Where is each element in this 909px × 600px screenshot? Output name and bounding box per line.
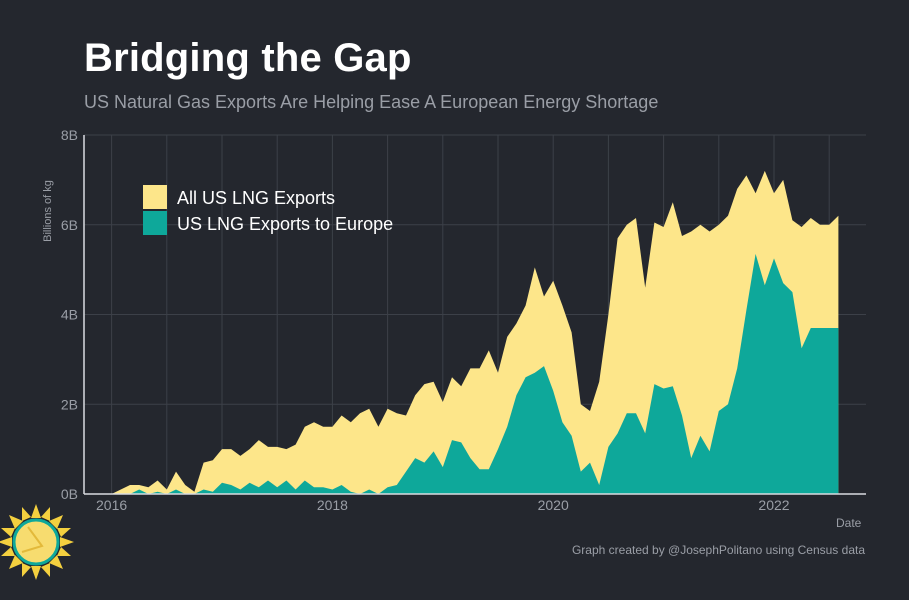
source-caption: Graph created by @JosephPolitano using C… [571, 543, 865, 557]
x-tick-label: 2018 [317, 497, 348, 513]
x-tick-label: 2022 [758, 497, 789, 513]
y-tick-label: 0B [61, 486, 78, 502]
legend-label: US LNG Exports to Europe [177, 214, 393, 234]
x-tick-label: 2020 [538, 497, 569, 513]
y-tick-label: 4B [61, 307, 78, 323]
area-us-lng-exports-to-europe [111, 253, 839, 494]
y-tick-label: 2B [61, 396, 78, 412]
chart-subtitle: US Natural Gas Exports Are Helping Ease … [84, 92, 659, 112]
legend-swatch [143, 211, 167, 235]
chart-title: Bridging the Gap [84, 36, 412, 80]
x-tick-label: 2016 [96, 497, 127, 513]
y-tick-label: 8B [61, 127, 78, 143]
legend-label: All US LNG Exports [177, 188, 335, 208]
x-axis-label: Date [836, 516, 862, 530]
sun-icon [0, 504, 74, 580]
legend-swatch [143, 185, 167, 209]
y-tick-label: 6B [61, 217, 78, 233]
